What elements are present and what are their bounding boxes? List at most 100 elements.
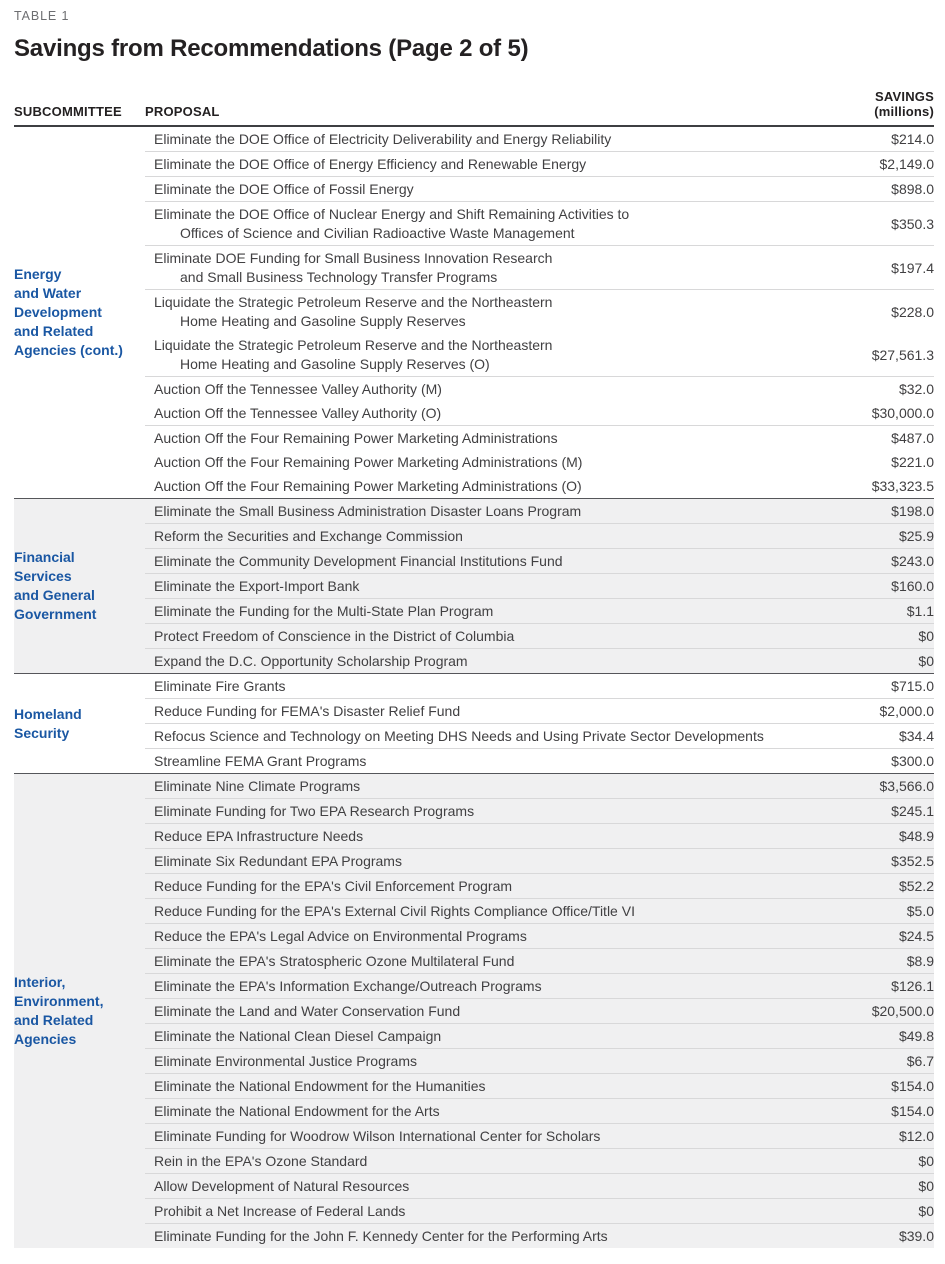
proposal-cell: Eliminate the DOE Office of Fossil Energ… [145,180,804,199]
proposal-cell: Auction Off the Tennessee Valley Authori… [145,404,804,423]
proposal-group: Eliminate Funding for Woodrow Wilson Int… [145,1123,934,1148]
proposal-text-line: Eliminate Funding for Two EPA Research P… [154,802,475,819]
table-body: Energy and Water Development and Related Age… [14,127,934,1248]
savings-cell: $25.9 [898,528,934,544]
table-row: Reform the Securities and Exchange Commi… [145,524,934,548]
section-energy-water: Energy and Water Development and Related Age… [14,127,934,499]
proposal-cell: Liquidate the Strategic Petroleum Reserv… [145,336,804,374]
table-row: Liquidate the Strategic Petroleum Reserv… [145,290,934,333]
savings-cell: $154.0 [891,1078,934,1094]
proposal-text-line: Eliminate the Small Business Administrat… [154,502,582,519]
proposal-group: Prohibit a Net Increase of Federal Lands… [145,1198,934,1223]
proposal-cell: Reduce Funding for FEMA's Disaster Relie… [145,702,804,721]
proposal-text-line: Eliminate Funding for the John F. Kenned… [154,1227,608,1244]
proposal-group: Auction Off the Four Remaining Power Mar… [145,425,934,498]
proposal-cell: Eliminate the National Clean Diesel Camp… [145,1027,804,1046]
proposal-text-line: Eliminate Environmental Justice Programs [154,1052,417,1069]
proposal-group: Protect Freedom of Conscience in the Dis… [145,623,934,648]
proposal-group: Reduce Funding for FEMA's Disaster Relie… [145,698,934,723]
savings-cell: $221.0 [891,454,934,470]
table-row: Eliminate the Export-Import Bank $160.0 [145,574,934,598]
savings-cell: $126.1 [891,978,934,994]
page-title: Savings from Recommendations (Page 2 of … [14,35,529,62]
savings-cell: $24.5 [898,928,934,944]
savings-cell: $33,323.5 [871,478,934,494]
subcommittee-cell: Homeland Security [14,674,145,773]
column-header-proposal: PROPOSAL [145,104,220,119]
proposal-group: Eliminate Nine Climate Programs $3,566.0 [145,774,934,798]
savings-cell: $2,149.0 [879,156,935,172]
savings-cell: $898.0 [891,181,934,197]
table-row: Eliminate the Land and Water Conservatio… [145,999,934,1023]
savings-cell: $3,566.0 [879,778,935,794]
proposal-group: Eliminate the Land and Water Conservatio… [145,998,934,1023]
savings-cell: $245.1 [891,803,934,819]
subcommittee-label-line: and Related [14,1012,94,1028]
table-row: Rein in the EPA's Ozone Standard $0 [145,1149,934,1173]
proposal-cell: Refocus Science and Technology on Meetin… [145,727,804,746]
proposal-text-line: and Small Business Technology Transfer P… [180,268,498,285]
savings-cell: $12.0 [898,1128,934,1144]
proposal-text-line: Eliminate the Land and Water Conservatio… [154,1002,461,1019]
proposal-text-line: Reform the Securities and Exchange Commi… [154,527,463,544]
proposal-cell: Eliminate Funding for Woodrow Wilson Int… [145,1127,804,1146]
table-row: Allow Development of Natural Resources $0 [145,1174,934,1198]
proposal-cell: Reform the Securities and Exchange Commi… [145,527,804,546]
table-row: Eliminate the EPA's Information Exchange… [145,974,934,998]
subcommittee-label-line: and General [14,587,95,603]
table-row: Auction Off the Tennessee Valley Authori… [145,401,934,425]
proposal-group: Reduce Funding for the EPA's Civil Enfor… [145,873,934,898]
section-interior-environment: Interior, Environment, and Related Agencies… [14,774,934,1248]
savings-cell: $39.0 [898,1228,934,1244]
savings-cell: $34.4 [898,728,934,744]
proposal-cell: Eliminate the DOE Office of Electricity … [145,130,804,149]
proposal-cell: Eliminate the Export-Import Bank [145,577,804,596]
savings-cell: $52.2 [898,878,934,894]
proposal-text-line: Eliminate the Community Development Fina… [154,552,563,569]
proposal-text-line: Eliminate the DOE Office of Fossil Energ… [154,180,414,197]
proposal-group: Eliminate Funding for Two EPA Research P… [145,798,934,823]
proposal-cell: Reduce the EPA's Legal Advice on Environ… [145,927,804,946]
proposal-group: Eliminate the Export-Import Bank $160.0 [145,573,934,598]
proposal-group: Eliminate the EPA's Stratospheric Ozone … [145,948,934,973]
table-row: Streamline FEMA Grant Programs $300.0 [145,749,934,773]
table-row: Reduce the EPA's Legal Advice on Environ… [145,924,934,948]
savings-cell: $154.0 [891,1103,934,1119]
proposal-group: Streamline FEMA Grant Programs $300.0 [145,748,934,773]
proposal-cell: Reduce EPA Infrastructure Needs [145,827,804,846]
proposal-cell: Eliminate DOE Funding for Small Business… [145,249,804,287]
proposal-text-line: Liquidate the Strategic Petroleum Reserv… [154,336,553,353]
proposal-cell: Allow Development of Natural Resources [145,1177,804,1196]
proposal-cell: Rein in the EPA's Ozone Standard [145,1152,804,1171]
proposal-groups: Eliminate the Small Business Administrat… [145,499,934,673]
proposal-group: Auction Off the Tennessee Valley Authori… [145,376,934,425]
proposal-text-line: Eliminate the National Endowment for the… [154,1077,486,1094]
proposal-group: Eliminate the DOE Office of Nuclear Ener… [145,201,934,245]
savings-cell: $30,000.0 [871,405,934,421]
proposal-cell: Prohibit a Net Increase of Federal Lands [145,1202,804,1221]
subcommittee-label-line: Agencies [14,1031,77,1047]
proposal-text-line: Auction Off the Tennessee Valley Authori… [154,380,442,397]
savings-cell: $2,000.0 [879,703,935,719]
subcommittee-label-line: Financial [14,549,75,565]
proposal-text-line: Auction Off the Four Remaining Power Mar… [154,453,583,470]
proposal-text-line: Refocus Science and Technology on Meetin… [154,727,764,744]
proposal-cell: Auction Off the Four Remaining Power Mar… [145,453,804,472]
table-row: Eliminate Funding for Two EPA Research P… [145,799,934,823]
proposal-text-line: Expand the D.C. Opportunity Scholarship … [154,652,468,669]
proposal-cell: Eliminate the Small Business Administrat… [145,502,804,521]
proposal-group: Eliminate the Community Development Fina… [145,548,934,573]
savings-cell: $160.0 [891,578,934,594]
savings-cell: $5.0 [906,903,934,919]
table-row: Protect Freedom of Conscience in the Dis… [145,624,934,648]
proposal-text-line: Eliminate DOE Funding for Small Business… [154,249,553,266]
proposal-group: Eliminate the National Clean Diesel Camp… [145,1023,934,1048]
savings-cell: $352.5 [891,853,934,869]
column-header-savings-line2: (millions) [874,104,934,119]
proposal-text-line: Reduce EPA Infrastructure Needs [154,827,364,844]
proposal-cell: Protect Freedom of Conscience in the Dis… [145,627,804,646]
table-row: Eliminate Fire Grants $715.0 [145,674,934,698]
proposal-text-line: Liquidate the Strategic Petroleum Reserv… [154,293,553,310]
table-row: Reduce Funding for the EPA's Civil Enfor… [145,874,934,898]
